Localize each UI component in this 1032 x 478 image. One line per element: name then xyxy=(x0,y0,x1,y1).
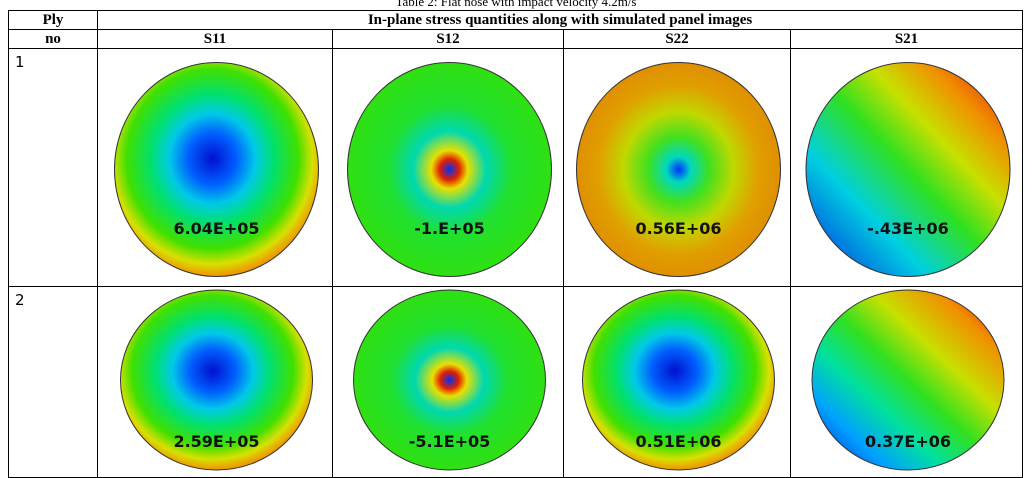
panel-image: 0.56E+06 xyxy=(564,49,789,286)
caption: Table 2: Flat nose with impact velocity … xyxy=(0,0,1032,10)
stress-value: -1.E+05 xyxy=(414,219,484,238)
image-cell: -1.E+05 xyxy=(333,49,564,287)
panel-image: 0.37E+06 xyxy=(791,287,1021,477)
panel-image: 0.51E+06 xyxy=(564,287,789,477)
stress-value: 0.56E+06 xyxy=(635,219,721,238)
stress-value: 0.37E+06 xyxy=(865,432,951,451)
table-row: 2 2.59E+05 -5.1E+05 0.51E+06 0.37E+06 xyxy=(9,287,1023,478)
stress-value: 0.51E+06 xyxy=(635,432,721,451)
stress-value: 2.59E+05 xyxy=(173,432,259,451)
image-cell: 0.56E+06 xyxy=(564,49,791,287)
image-cell: -5.1E+05 xyxy=(333,287,564,478)
image-cell: 6.04E+05 xyxy=(98,49,333,287)
page: Table 2: Flat nose with impact velocity … xyxy=(0,0,1032,477)
image-cell: -.43E+06 xyxy=(791,49,1023,287)
table-body: 1 6.04E+05 -1.E+05 0.56E+06 -.43E+06 2 2.59E+0… xyxy=(9,49,1023,478)
panel-image: -1.E+05 xyxy=(333,49,562,286)
panel-image: 6.04E+05 xyxy=(98,49,331,286)
stress-value: -5.1E+05 xyxy=(409,432,491,451)
stress-contour xyxy=(806,63,1010,277)
stress-table: Ply In-plane stress quantities along wit… xyxy=(8,10,1023,478)
table-header: Ply In-plane stress quantities along wit… xyxy=(9,11,1023,49)
ply-header: Ply xyxy=(9,11,98,30)
image-cell: 2.59E+05 xyxy=(98,287,333,478)
ply-header: no xyxy=(9,30,98,49)
stress-contour xyxy=(577,63,781,277)
ply-cell: 2 xyxy=(9,287,98,478)
column-header: S21 xyxy=(791,30,1023,49)
column-header: S22 xyxy=(564,30,791,49)
image-cell: 0.37E+06 xyxy=(791,287,1023,478)
stress-value: 6.04E+05 xyxy=(173,219,259,238)
group-header: In-plane stress quantities along with si… xyxy=(98,11,1023,30)
panel-image: -.43E+06 xyxy=(791,49,1021,286)
stress-value: -.43E+06 xyxy=(867,219,949,238)
column-header: S12 xyxy=(333,30,564,49)
stress-contour xyxy=(348,63,552,277)
column-header: S11 xyxy=(98,30,333,49)
image-cell: 0.51E+06 xyxy=(564,287,791,478)
panel-image: -5.1E+05 xyxy=(333,287,562,477)
table-row: 1 6.04E+05 -1.E+05 0.56E+06 -.43E+06 xyxy=(9,49,1023,287)
ply-cell: 1 xyxy=(9,49,98,287)
panel-image: 2.59E+05 xyxy=(98,287,331,477)
stress-contour xyxy=(115,63,319,277)
